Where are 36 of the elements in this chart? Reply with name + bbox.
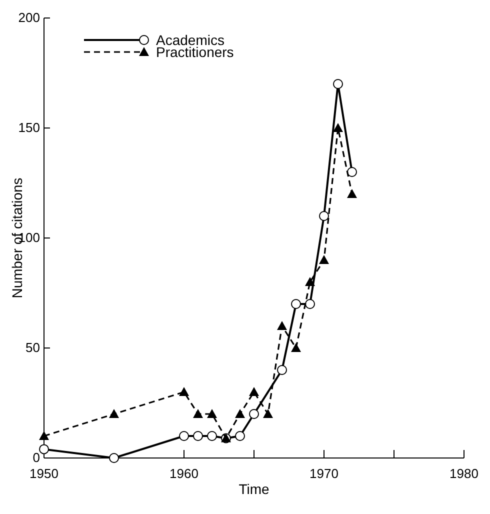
point [249,387,259,396]
point [319,255,329,264]
x-tick-label: 1960 [170,466,198,481]
point [291,343,301,352]
point [305,299,315,309]
point [277,365,287,375]
point [179,387,189,396]
point [235,409,245,418]
point [207,431,217,441]
y-tick-label: 0 [32,450,40,465]
point [179,431,189,441]
point [109,453,119,463]
point [347,189,357,198]
point [193,431,203,441]
x-tick-label: 1970 [310,466,338,481]
point [277,321,287,330]
y-tick-label: 200 [18,10,40,25]
x-axis-title: Time [238,481,270,497]
point [109,409,119,418]
x-tick-label: 1980 [450,466,478,481]
point [333,79,343,89]
point [333,123,343,132]
y-tick-label: 50 [26,340,40,355]
point [39,431,49,440]
point [263,409,273,418]
point [39,444,49,454]
point [249,409,259,419]
point [319,211,329,221]
point [347,167,357,177]
point [207,409,217,418]
x-tick-label: 1950 [30,466,58,481]
point [291,299,301,309]
point [193,409,203,418]
point [305,277,315,286]
point [235,431,245,441]
y-tick-label: 150 [18,120,40,135]
